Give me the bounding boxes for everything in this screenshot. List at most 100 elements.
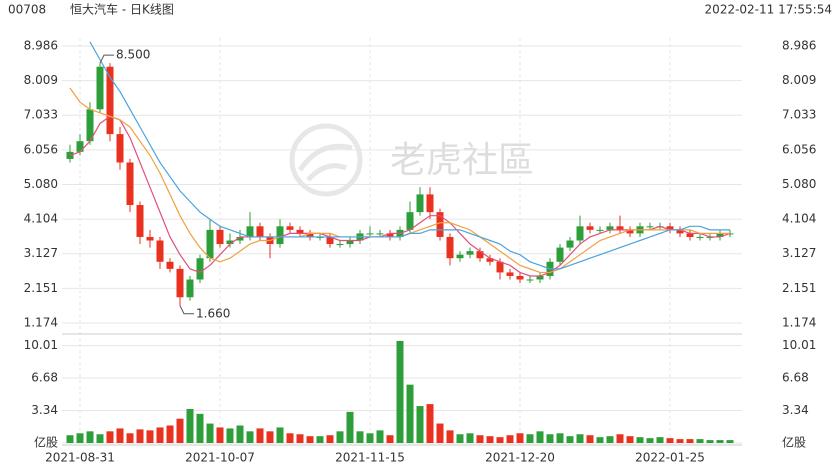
volume-bar — [336, 431, 344, 443]
volume-bar — [246, 431, 254, 443]
volume-bar — [186, 408, 194, 443]
volume-bar — [616, 434, 624, 443]
candle-body — [626, 229, 634, 234]
volume-bar — [676, 439, 684, 443]
volume-bar — [226, 428, 234, 443]
volume-bar — [566, 436, 574, 443]
y-tick-label: 6.056 — [24, 142, 58, 156]
volume-bar — [466, 433, 474, 443]
volume-bar — [726, 440, 734, 443]
y-tick-label: 5.080 — [24, 177, 58, 191]
y-tick-label: 10.01 — [24, 338, 58, 352]
candle-body — [466, 251, 474, 255]
volume-bar — [716, 440, 724, 443]
y-tick-label: 3.34 — [31, 403, 58, 417]
volume-bar — [156, 427, 164, 443]
volume-bar — [286, 433, 294, 443]
candle-body — [376, 233, 384, 235]
volume-bar — [656, 437, 664, 443]
volume-bar — [136, 429, 144, 443]
x-tick-label: 2022-01-25 — [635, 451, 705, 465]
candle-body — [476, 251, 484, 259]
x-tick-label: 2021-11-15 — [335, 451, 405, 465]
candle-body — [106, 66, 114, 135]
y-tick-label: 7.033 — [24, 108, 58, 122]
candle-body — [426, 194, 434, 213]
volume-bar — [476, 435, 484, 443]
volume-bar — [206, 423, 214, 443]
candle-body — [416, 194, 424, 213]
y2-tick-label: 5.080 — [782, 177, 816, 191]
volume-bar — [116, 428, 124, 443]
y-tick-label: 8.009 — [24, 73, 58, 87]
volume-bar — [416, 406, 424, 443]
candle-body — [536, 275, 544, 280]
y2-tick-label: 1.174 — [782, 315, 816, 329]
x-tick-label: 2021-10-07 — [185, 451, 255, 465]
candle-body — [186, 279, 194, 298]
volume-bar — [536, 431, 544, 443]
volume-bar — [426, 404, 434, 443]
volume-bar — [256, 428, 264, 443]
annotation: 8.500 — [116, 48, 150, 62]
volume-bar — [576, 434, 584, 443]
candle-body — [166, 261, 174, 269]
y-tick-label: 4.104 — [24, 212, 58, 226]
annotation-leader — [179, 305, 194, 315]
candle-body — [116, 134, 124, 163]
candle-body — [516, 275, 524, 280]
volume-bar — [486, 436, 494, 443]
volume-bar — [556, 433, 564, 443]
candle-body — [576, 226, 584, 241]
candle-body — [236, 236, 244, 241]
volume-bar — [436, 423, 444, 443]
volume-bar — [496, 437, 504, 443]
candle-body — [216, 229, 224, 245]
stock-code: 00708 — [8, 3, 46, 17]
candle-body — [436, 212, 444, 237]
volume-bar — [126, 433, 134, 443]
candle-body — [326, 236, 334, 245]
x-tick-label: 2021-12-20 — [485, 451, 555, 465]
candle-body — [346, 240, 354, 245]
volume-bar — [276, 427, 284, 443]
chart-title: 恒大汽车 - 日K线图 — [70, 2, 174, 17]
volume-bar — [356, 431, 364, 443]
y-tick-label: 2.151 — [24, 281, 58, 295]
volume-bar — [346, 411, 354, 443]
candle-body — [456, 254, 464, 259]
volume-bar — [266, 431, 274, 443]
candle-body — [366, 233, 374, 235]
volume-bar — [76, 433, 84, 443]
y-tick-label: 1.174 — [24, 315, 58, 329]
candle-body — [406, 212, 414, 230]
volume-bar — [506, 435, 514, 443]
candle-body — [336, 244, 344, 246]
candle-body — [686, 233, 694, 237]
annotation: 1.660 — [196, 306, 230, 320]
volume-bar — [296, 434, 304, 443]
candle-body — [296, 229, 304, 234]
candle-body — [256, 226, 264, 237]
candle-body — [586, 226, 594, 230]
volume-bar — [526, 434, 534, 443]
y2-tick-label: 4.104 — [782, 212, 816, 226]
y2-tick-label: 7.033 — [782, 108, 816, 122]
y2-tick-label: 8.986 — [782, 38, 816, 52]
volume-bar — [316, 436, 324, 443]
candle-body — [306, 233, 314, 237]
candle-body — [276, 226, 284, 245]
y2-tick-label: 3.127 — [782, 246, 816, 260]
candle-body — [126, 162, 134, 206]
candle-body — [446, 236, 454, 259]
volume-bar — [516, 433, 524, 443]
candle-body — [556, 247, 564, 262]
candle-body — [286, 226, 294, 230]
volume-bar — [696, 439, 704, 443]
watermark: 老虎社區 — [390, 140, 534, 181]
y-tick-label: 亿股 — [34, 435, 58, 450]
y2-tick-label: 2.151 — [782, 281, 816, 295]
volume-bar — [106, 431, 114, 443]
volume-bar — [306, 436, 314, 443]
